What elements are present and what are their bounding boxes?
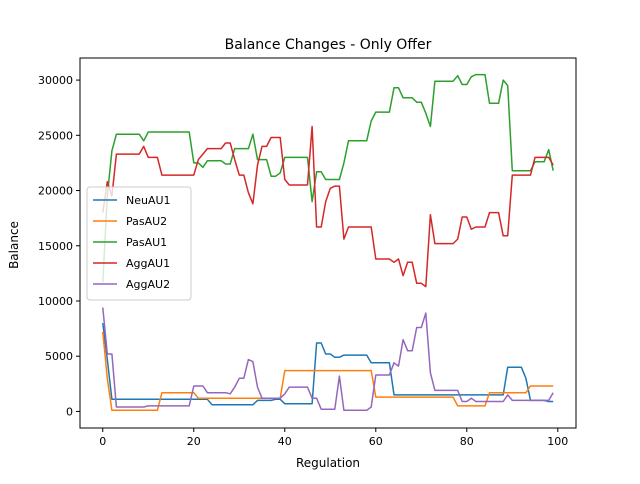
- y-tick-label: 5000: [45, 350, 73, 363]
- series-line-aggau1: [102, 125, 554, 288]
- legend-box: [86, 186, 192, 301]
- legend-label: NeuAU1: [126, 194, 171, 207]
- x-tick-label: 80: [460, 435, 474, 448]
- x-axis-label: Regulation: [296, 456, 360, 470]
- legend: NeuAU1 PasAU2 PasAU1 AggAU1 AggAU2: [86, 186, 192, 301]
- x-tick-label: 20: [187, 435, 201, 448]
- y-tick-label: 25000: [38, 129, 73, 142]
- y-tick-label: 20000: [38, 185, 73, 198]
- legend-label: PasAU1: [126, 236, 167, 249]
- chart-title: Balance Changes - Only Offer: [225, 37, 432, 53]
- y-axis-label: Balance: [7, 221, 21, 269]
- series-line-pasau1: [102, 73, 554, 283]
- x-tick-label: 100: [547, 435, 568, 448]
- series-layer: [102, 73, 554, 412]
- y-tick-label: 10000: [38, 295, 73, 308]
- y-tick-label: 0: [66, 405, 73, 418]
- series-line-aggau2: [102, 307, 554, 412]
- y-tick-label: 30000: [38, 74, 73, 87]
- series-line-neuau1: [102, 323, 554, 406]
- y-tick-label: 15000: [38, 240, 73, 253]
- x-tick-label: 0: [99, 435, 106, 448]
- legend-label: AggAU2: [126, 278, 170, 291]
- x-tick-label: 40: [278, 435, 292, 448]
- plot-frame: [79, 57, 577, 429]
- x-tick-label: 60: [369, 435, 383, 448]
- axis-ticks: 0 20 40 60 80 100 0 5000 10000 15000 20000 25000 300…: [38, 74, 568, 448]
- legend-label: AggAU1: [126, 257, 170, 270]
- legend-label: PasAU2: [126, 215, 167, 228]
- series-line-pasau2: [102, 331, 554, 412]
